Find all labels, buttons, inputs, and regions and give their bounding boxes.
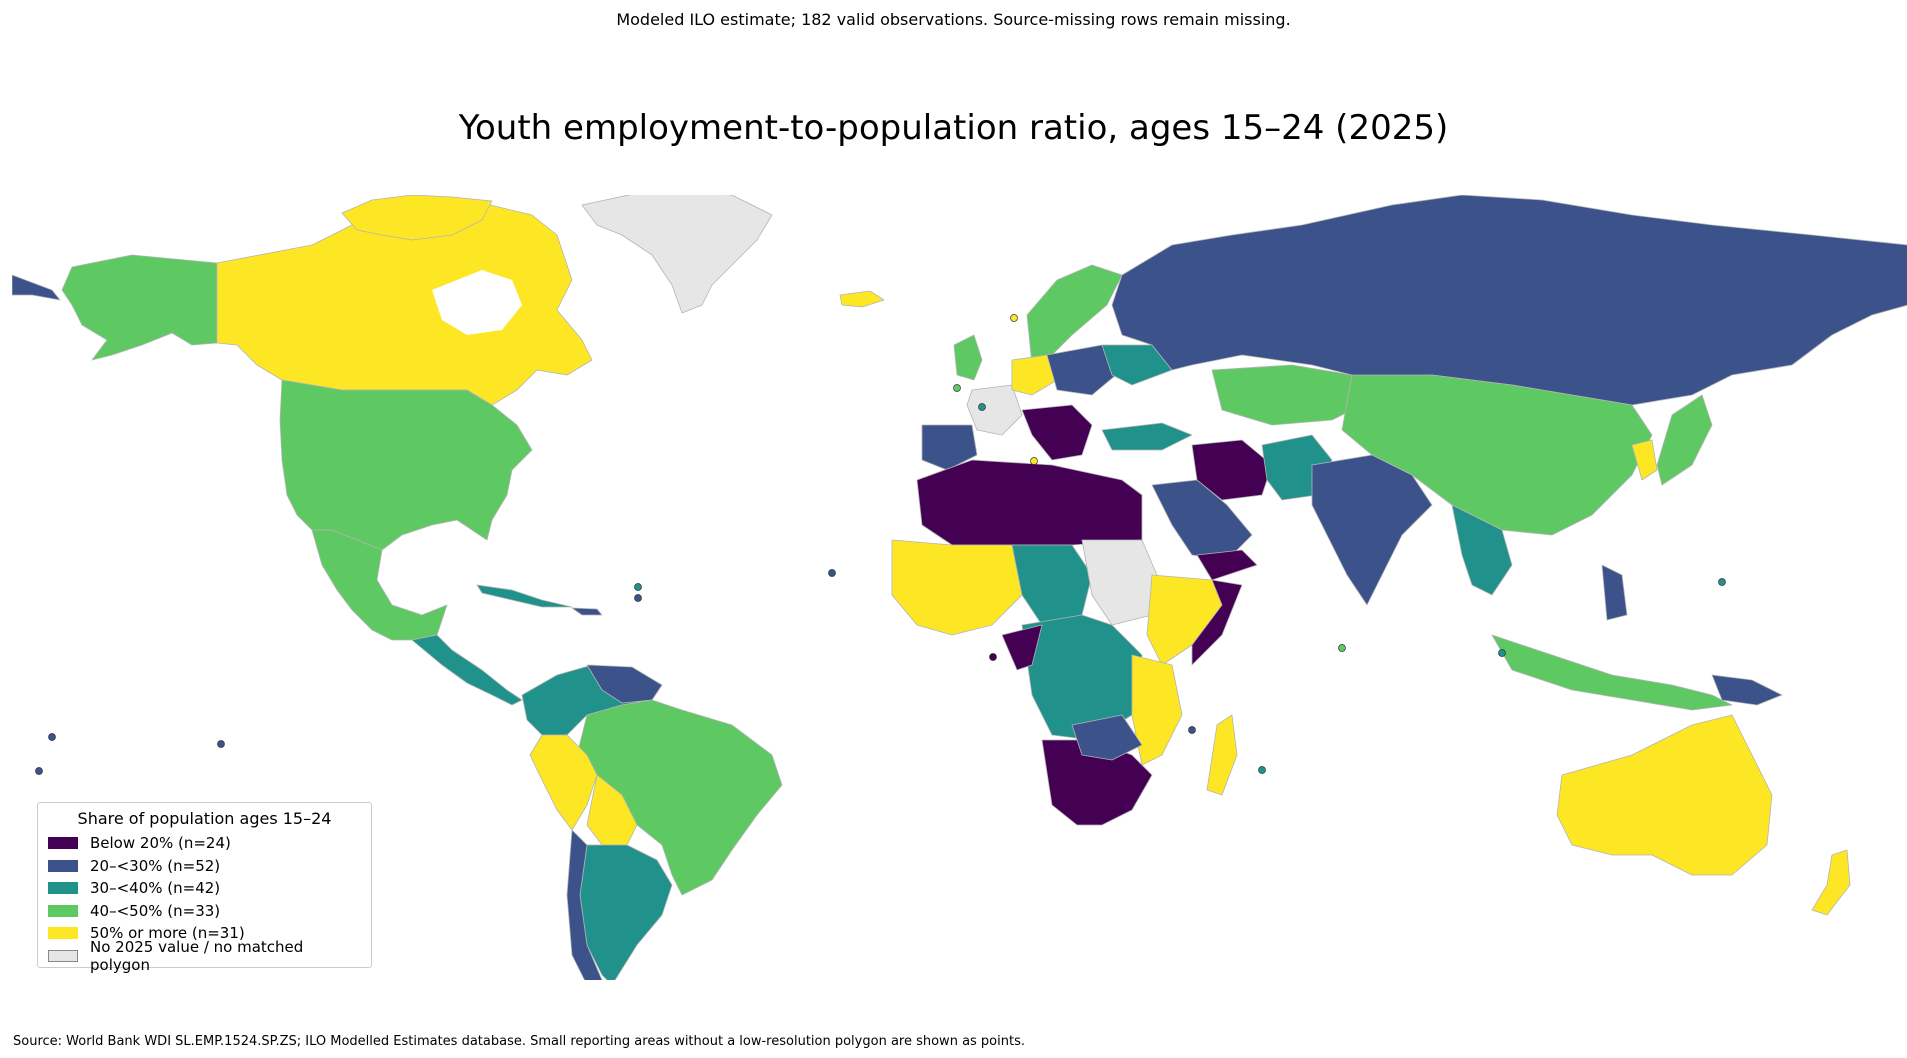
region-central-europe: [1046, 344, 1123, 396]
point-marker: [217, 740, 225, 748]
region-uk: [953, 334, 983, 381]
region-russia: [1111, 195, 1907, 406]
legend-swatch: [48, 882, 78, 895]
point-marker: [1258, 766, 1266, 774]
region-southern-east-africa: [1131, 654, 1183, 766]
region-chile: [566, 829, 603, 980]
legend-title: Share of population ages 15–24: [77, 809, 332, 828]
region-turkey: [1101, 422, 1193, 451]
legend-label: No 2025 value / no matched polygon: [90, 937, 304, 974]
region-argentina: [579, 844, 673, 980]
point-marker: [48, 733, 56, 741]
legend-label: 40–<50% (n=33): [90, 901, 221, 920]
region-ukraine: [1101, 344, 1173, 386]
region-canada-islands: [341, 195, 493, 241]
point-marker: [1010, 314, 1018, 322]
legend-item: 20–<30% (n=52): [48, 855, 361, 878]
point-marker: [1188, 726, 1196, 734]
region-madagascar: [1206, 714, 1238, 796]
region-greenland: [581, 195, 773, 314]
region-arabia: [1151, 479, 1253, 561]
point-marker: [634, 583, 642, 591]
point-marker: [634, 594, 642, 602]
legend-item: 50% or more (n=31): [48, 922, 361, 945]
source-note: Source: World Bank WDI SL.EMP.1524.SP.ZS…: [13, 1034, 1025, 1049]
legend-item: Below 20% (n=24): [48, 832, 361, 855]
region-iceland: [839, 290, 885, 308]
region-peru: [529, 734, 598, 831]
region-north-africa: [916, 459, 1143, 546]
region-france: [966, 384, 1023, 436]
region-southeast-asia: [1451, 504, 1513, 596]
region-zambia-zimbabwe: [1071, 714, 1143, 761]
legend-item: No 2025 value / no matched polygon: [48, 938, 361, 974]
region-korea: [1631, 439, 1658, 481]
region-alaska: [61, 254, 218, 361]
region-cuba: [476, 584, 573, 608]
region-new-zealand: [1811, 849, 1851, 916]
region-australia: [1556, 714, 1773, 876]
point-marker: [978, 403, 986, 411]
region-iberia: [921, 424, 978, 471]
point-marker: [828, 569, 836, 577]
point-marker: [35, 767, 43, 775]
point-marker: [989, 653, 997, 661]
region-germany: [1011, 354, 1058, 396]
legend-label: 20–<30% (n=52): [90, 856, 221, 875]
legend-swatch: [48, 927, 78, 940]
region-japan: [1656, 394, 1713, 486]
region-somalia: [1191, 579, 1243, 666]
region-hispaniola: [571, 607, 603, 616]
point-marker: [1718, 578, 1726, 586]
region-balkans: [1021, 404, 1093, 461]
point-marker: [1498, 649, 1506, 657]
world-choropleth-map: [12, 195, 1907, 980]
point-marker: [1338, 644, 1346, 652]
region-central-america: [411, 634, 523, 706]
region-papua: [1711, 674, 1783, 706]
region-aleutians: [12, 274, 61, 301]
legend-label: 50% or more (n=31): [90, 924, 245, 943]
legend-item: 40–<50% (n=33): [48, 900, 361, 923]
legend-swatch: [48, 837, 78, 850]
region-gulf-guinea: [1001, 624, 1043, 671]
region-yemen: [1196, 549, 1258, 581]
map-legend: Share of population ages 15–24 Below 20%…: [37, 802, 372, 974]
legend-swatch: [48, 859, 78, 872]
region-india: [1311, 454, 1433, 606]
legend-swatch: [48, 949, 78, 962]
region-mexico: [311, 529, 448, 641]
legend-label: 30–<40% (n=42): [90, 879, 221, 898]
region-sahel: [1011, 544, 1093, 626]
region-usa: [279, 379, 533, 551]
region-west-africa: [891, 539, 1023, 636]
region-philippines: [1601, 564, 1628, 621]
legend-item: 30–<40% (n=42): [48, 877, 361, 900]
point-marker: [953, 384, 961, 392]
region-sudan: [1081, 539, 1158, 626]
region-indonesia: [1491, 634, 1733, 711]
map-subtitle: Modeled ILO estimate; 182 valid observat…: [616, 10, 1291, 29]
legend-label: Below 20% (n=24): [90, 834, 231, 853]
region-hudson-bay: [432, 270, 522, 335]
map-title: Youth employment-to-population ratio, ag…: [458, 108, 1449, 148]
point-marker: [1030, 457, 1038, 465]
legend-swatch: [48, 904, 78, 917]
